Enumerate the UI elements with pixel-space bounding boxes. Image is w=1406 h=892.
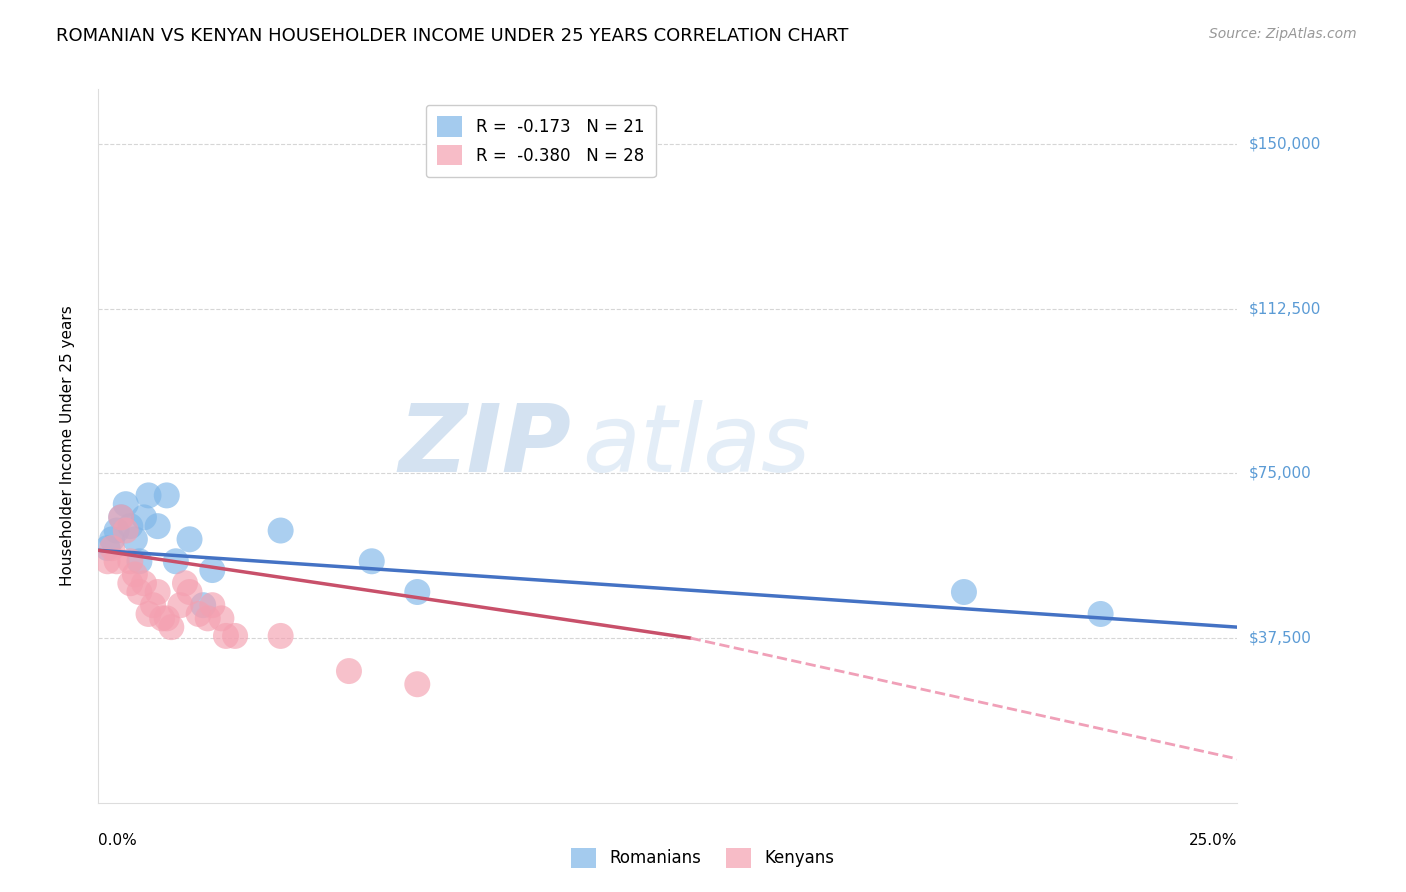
- Text: 25.0%: 25.0%: [1189, 833, 1237, 848]
- Point: [105, 554, 128, 568]
- Point: [110, 510, 132, 524]
- Point: [197, 611, 219, 625]
- Point: [114, 524, 136, 538]
- Point: [270, 629, 292, 643]
- Point: [132, 510, 155, 524]
- Point: [132, 576, 155, 591]
- Text: $150,000: $150,000: [1249, 136, 1320, 152]
- Point: [953, 585, 976, 599]
- Point: [179, 585, 201, 599]
- Point: [156, 488, 179, 502]
- Point: [120, 519, 142, 533]
- Y-axis label: Householder Income Under 25 years: Householder Income Under 25 years: [60, 306, 75, 586]
- Point: [270, 524, 292, 538]
- Legend: Romanians, Kenyans: Romanians, Kenyans: [565, 841, 841, 875]
- Point: [160, 620, 183, 634]
- Text: atlas: atlas: [582, 401, 811, 491]
- Point: [201, 598, 224, 612]
- Point: [128, 554, 150, 568]
- Point: [138, 607, 160, 621]
- Point: [406, 677, 429, 691]
- Point: [128, 585, 150, 599]
- Point: [150, 611, 173, 625]
- Point: [156, 611, 179, 625]
- Point: [179, 533, 201, 547]
- Point: [187, 607, 209, 621]
- Point: [337, 664, 360, 678]
- Point: [124, 533, 146, 547]
- Text: ZIP: ZIP: [398, 400, 571, 492]
- Point: [124, 567, 146, 582]
- Point: [360, 554, 382, 568]
- Text: $112,500: $112,500: [1249, 301, 1320, 317]
- Text: Source: ZipAtlas.com: Source: ZipAtlas.com: [1209, 27, 1357, 41]
- Point: [101, 541, 124, 555]
- Text: 0.0%: 0.0%: [98, 833, 138, 848]
- Point: [101, 533, 124, 547]
- Point: [142, 598, 165, 612]
- Point: [1090, 607, 1112, 621]
- Legend: R =  -0.173   N = 21, R =  -0.380   N = 28: R = -0.173 N = 21, R = -0.380 N = 28: [426, 104, 655, 177]
- Text: $75,000: $75,000: [1249, 466, 1312, 481]
- Point: [215, 629, 238, 643]
- Point: [174, 576, 197, 591]
- Point: [146, 519, 169, 533]
- Point: [110, 510, 132, 524]
- Point: [96, 541, 118, 555]
- Point: [120, 576, 142, 591]
- Point: [209, 611, 232, 625]
- Point: [146, 585, 169, 599]
- Point: [96, 554, 118, 568]
- Point: [114, 497, 136, 511]
- Point: [165, 554, 187, 568]
- Point: [201, 563, 224, 577]
- Point: [169, 598, 191, 612]
- Point: [138, 488, 160, 502]
- Point: [120, 554, 142, 568]
- Text: $37,500: $37,500: [1249, 631, 1312, 646]
- Text: ROMANIAN VS KENYAN HOUSEHOLDER INCOME UNDER 25 YEARS CORRELATION CHART: ROMANIAN VS KENYAN HOUSEHOLDER INCOME UN…: [56, 27, 849, 45]
- Point: [193, 598, 215, 612]
- Point: [105, 524, 128, 538]
- Point: [224, 629, 246, 643]
- Point: [406, 585, 429, 599]
